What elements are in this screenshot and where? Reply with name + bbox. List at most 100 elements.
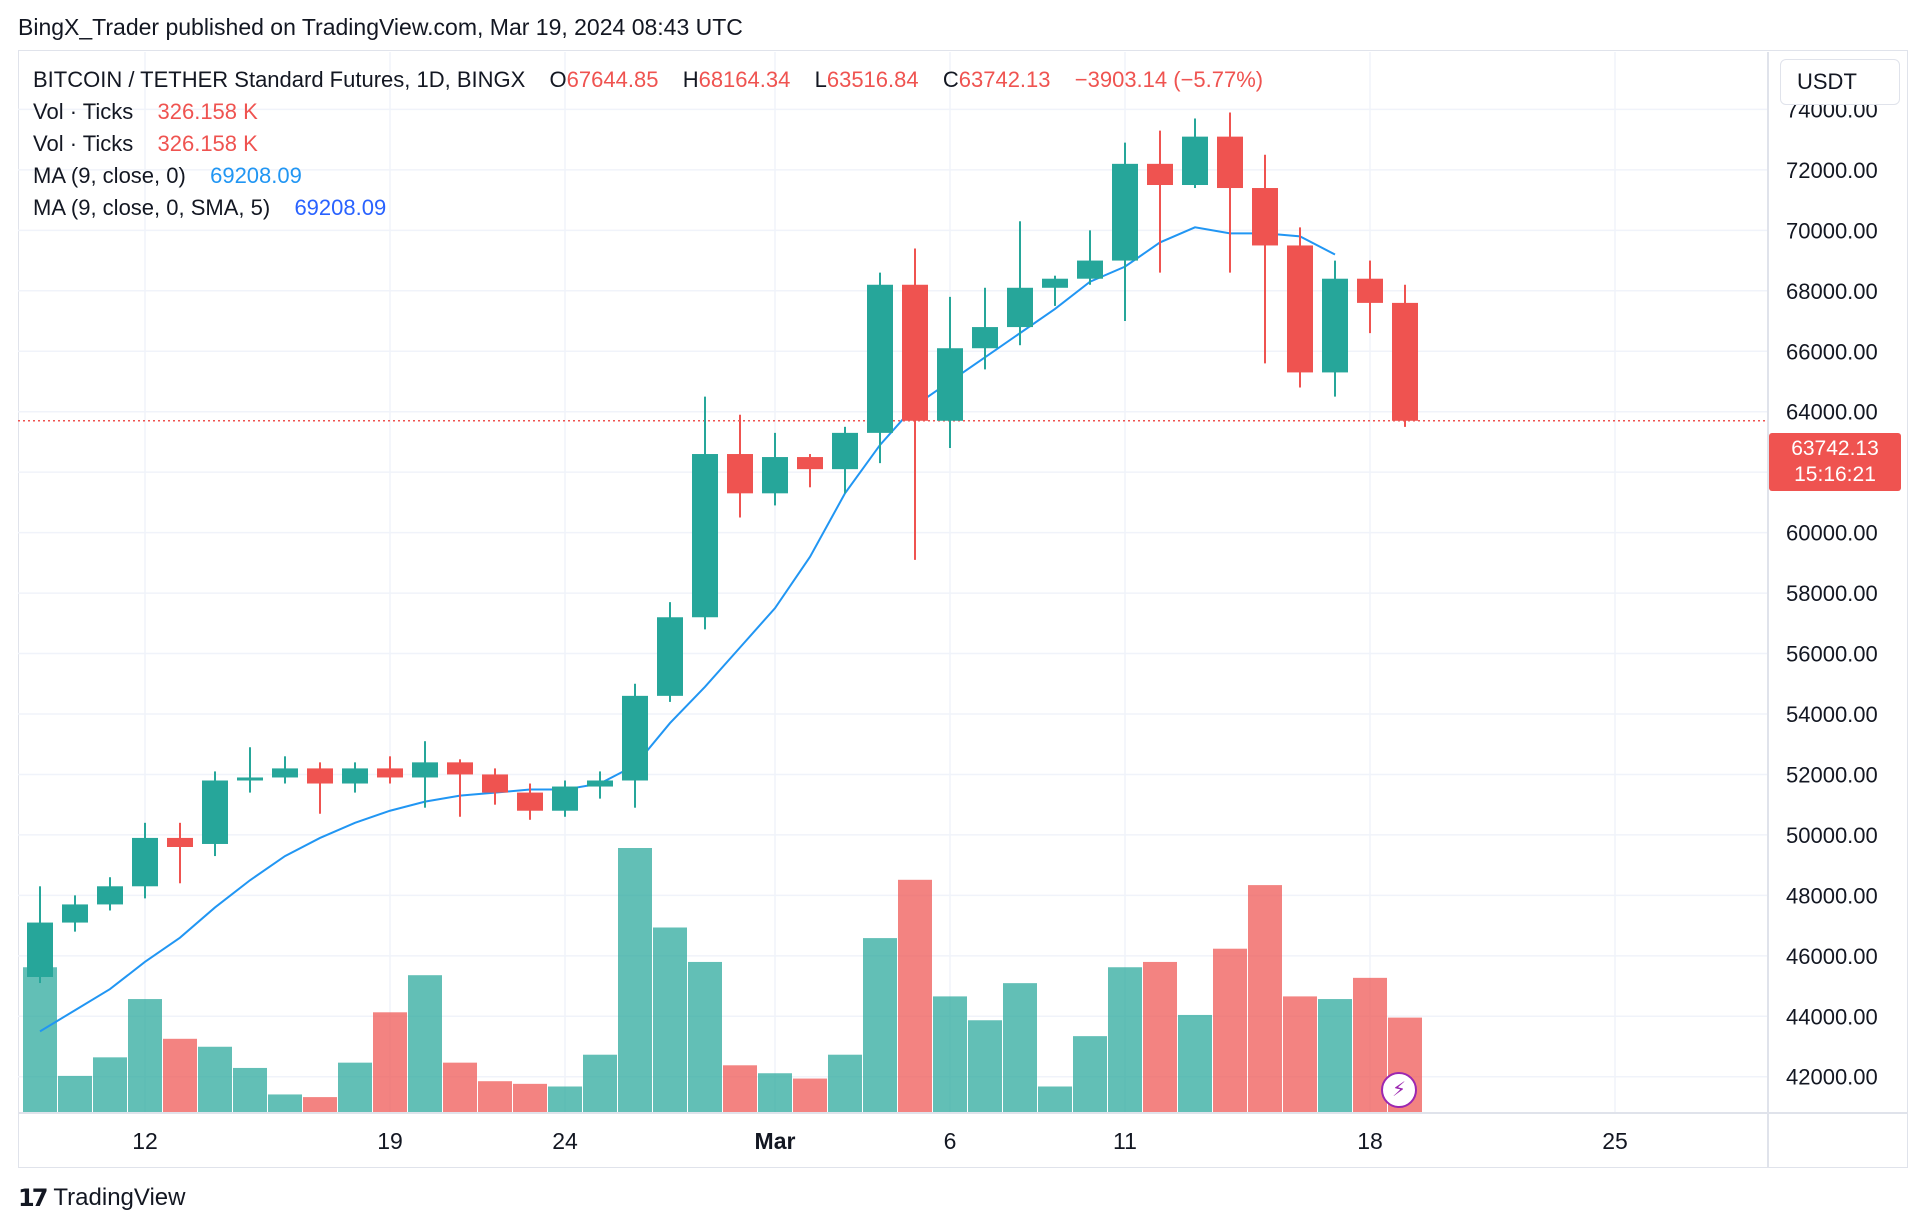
- volume-bar: [23, 967, 57, 1113]
- legend-vol-row-2[interactable]: Vol · Ticks 326.158 K: [33, 128, 1263, 160]
- y-tick-label: 68000.00: [1786, 279, 1878, 304]
- volume-bar: [1318, 999, 1352, 1113]
- candle-body: [1322, 278, 1348, 373]
- candle-body: [412, 762, 438, 778]
- vol-label: Vol · Ticks: [33, 99, 134, 124]
- volume-bar: [163, 1038, 197, 1113]
- tradingview-logo-icon: 17: [18, 1184, 48, 1212]
- volume-bar: [1143, 961, 1177, 1113]
- y-tick-label: 70000.00: [1786, 218, 1878, 243]
- x-tick-label: 6: [944, 1128, 957, 1154]
- bar-countdown: 15:16:21: [1794, 463, 1876, 486]
- candle-body: [447, 762, 473, 775]
- volume-bar: [548, 1086, 582, 1113]
- last-price-value: 63742.13: [1791, 437, 1879, 460]
- candle-body: [1287, 245, 1313, 373]
- candle-body: [727, 454, 753, 494]
- y-tick-label: 72000.00: [1786, 158, 1878, 183]
- candle-body: [552, 786, 578, 811]
- x-tick-label: 12: [132, 1128, 158, 1154]
- candle-body: [517, 792, 543, 811]
- candle-body: [797, 457, 823, 470]
- legend-ma-row-2[interactable]: MA (9, close, 0, SMA, 5) 69208.09: [33, 192, 1263, 224]
- y-tick-label: 54000.00: [1786, 702, 1878, 727]
- candle-body: [1042, 278, 1068, 288]
- candle-body: [867, 284, 893, 433]
- volume-bar: [198, 1046, 232, 1113]
- x-tick-label: 24: [552, 1128, 578, 1154]
- ma-line: [39, 226, 1336, 1033]
- candle-body: [587, 780, 613, 787]
- high-label: H: [682, 67, 699, 92]
- candle-body: [692, 454, 718, 618]
- tradingview-logo[interactable]: 17 TradingView: [18, 1184, 185, 1212]
- volume-bar: [1003, 983, 1037, 1113]
- candle-body: [1217, 136, 1243, 189]
- chart-frame: [18, 50, 1908, 1168]
- y-tick-label: 50000.00: [1786, 823, 1878, 848]
- publisher-caption: BingX_Trader published on TradingView.co…: [18, 14, 743, 40]
- candle-body: [97, 886, 123, 905]
- volume-bar: [1213, 948, 1247, 1113]
- currency-button[interactable]: USDT: [1780, 59, 1900, 105]
- volume-bar: [1073, 1036, 1107, 1113]
- volume-bar: [478, 1081, 512, 1113]
- brand-name: TradingView: [53, 1184, 186, 1211]
- volume-bar: [513, 1083, 547, 1113]
- y-tick-label: 46000.00: [1786, 944, 1878, 969]
- volume-bar: [268, 1094, 302, 1113]
- candle-body: [342, 768, 368, 784]
- volume-bars: [23, 848, 1422, 1113]
- candle-body: [27, 922, 53, 977]
- x-tick-label: 19: [377, 1128, 403, 1154]
- volume-bar: [408, 975, 442, 1113]
- candle-body: [202, 780, 228, 844]
- lightning-icon[interactable]: ⚡: [1381, 1072, 1417, 1108]
- volume-bar: [583, 1054, 617, 1113]
- volume-bar: [1248, 885, 1282, 1113]
- moving-average: [39, 226, 1336, 1033]
- volume-bar: [653, 927, 687, 1113]
- candle-body: [622, 695, 648, 781]
- ma-label: MA (9, close, 0, SMA, 5): [33, 195, 271, 220]
- volume-bar: [233, 1067, 267, 1113]
- low-label: L: [814, 67, 827, 92]
- legend-symbol-row: BITCOIN / TETHER Standard Futures, 1D, B…: [33, 64, 1263, 96]
- x-tick-label: 11: [1113, 1128, 1137, 1154]
- x-tick-label: 18: [1357, 1128, 1383, 1154]
- volume-bar: [688, 961, 722, 1113]
- low-value: 63516.84: [826, 67, 919, 92]
- candle-body: [1112, 163, 1138, 261]
- volume-bar: [443, 1062, 477, 1113]
- volume-bar: [1108, 967, 1142, 1113]
- volume-bar: [723, 1065, 757, 1113]
- ma-value: 69208.09: [210, 163, 302, 188]
- volume-bar: [863, 938, 897, 1113]
- y-tick-label: 58000.00: [1786, 581, 1878, 606]
- price-axis: 42000.00 44000.00 46000.00 48000.00 50000.00…: [1767, 52, 1878, 1168]
- ma-value: 69208.09: [294, 195, 387, 220]
- volume-bar: [1178, 1014, 1212, 1113]
- volume-bar: [58, 1075, 92, 1113]
- volume-bar: [793, 1078, 827, 1113]
- candle-body: [167, 837, 193, 847]
- y-tick-label: 52000.00: [1786, 762, 1878, 787]
- y-tick-label: 64000.00: [1786, 400, 1878, 425]
- candles: [27, 112, 1418, 984]
- legend-ma-row-1[interactable]: MA (9, close, 0) 69208.09: [33, 160, 1263, 192]
- candle-body: [377, 768, 403, 778]
- candle-body: [1182, 136, 1208, 186]
- candle-body: [1007, 287, 1033, 328]
- candle-body: [237, 777, 263, 781]
- volume-bar: [898, 879, 932, 1113]
- open-value: 67644.85: [566, 67, 659, 92]
- symbol-title[interactable]: BITCOIN / TETHER Standard Futures, 1D, B…: [33, 67, 526, 92]
- candle-body: [1357, 278, 1383, 303]
- candle-body: [307, 768, 333, 784]
- close-value: 63742.13: [958, 67, 1051, 92]
- candle-body: [972, 327, 998, 349]
- x-tick-label: Mar: [755, 1128, 796, 1154]
- candle-body: [1252, 188, 1278, 246]
- legend-vol-row-1[interactable]: Vol · Ticks 326.158 K: [33, 96, 1263, 128]
